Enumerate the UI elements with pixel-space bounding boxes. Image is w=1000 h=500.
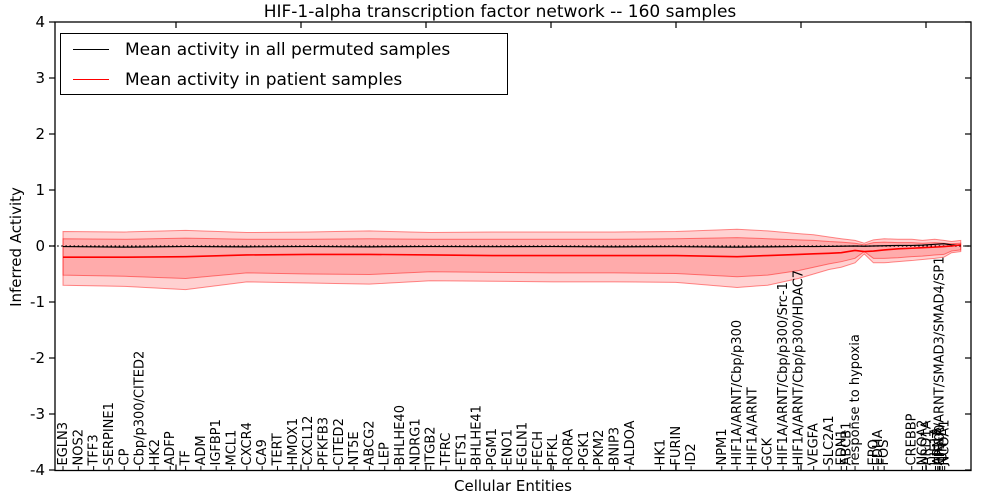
x-tick-label: EP300	[933, 425, 948, 466]
y-tick-label: -2	[30, 349, 45, 367]
x-tick-label: ADFP	[163, 431, 178, 465]
x-tick-label: EDN1	[834, 429, 849, 465]
x-tick-label: ENO1	[500, 429, 515, 465]
x-tick-label: HIF1A/ARNT/Cbp/p300	[730, 320, 745, 466]
y-tick-label: 3	[35, 69, 45, 87]
x-tick-label: IGFBP1	[209, 419, 224, 465]
y-tick-label: -1	[30, 293, 45, 311]
x-tick-label: BNIP3	[608, 427, 623, 466]
x-tick-label: HIF1A/ARNT/SMAD3/SMAD4/SP1	[932, 256, 947, 465]
x-tick-label: ADM	[194, 435, 209, 465]
x-tick-label: HIF1A	[928, 427, 943, 465]
x-tick-label: HIF1A/ARNT/Cbp/p300/HDAC7	[791, 270, 806, 466]
y-axis-label: Inferred Activity	[7, 187, 25, 307]
x-tick-label: CXCL12	[301, 416, 316, 466]
x-tick-label: CP	[117, 448, 132, 465]
patient-mean-line	[63, 244, 961, 259]
x-tick-label: ITGB2	[424, 426, 439, 465]
x-tick-label: NCOA1	[938, 420, 953, 466]
x-tick-label: FURIN	[669, 426, 684, 466]
x-tick-label: TFF3	[87, 434, 102, 466]
x-tick-label: PGM1	[485, 428, 500, 465]
x-tick-label: PFKFB3	[316, 417, 331, 466]
x-tick-label: HMOX1	[286, 418, 301, 466]
x-tick-label: HIF1A/ARNT	[745, 387, 760, 465]
x-tick-label: HK1	[653, 439, 668, 466]
x-tick-label: FOS	[877, 440, 892, 466]
x-tick-label: RORA	[562, 429, 577, 466]
x-tick-label: PKM2	[592, 430, 607, 466]
x-tick-label: SERPINE1	[102, 402, 117, 465]
permuted-mean-line	[62, 243, 961, 248]
legend-box: Mean activity in all permuted samples Me…	[60, 33, 508, 95]
x-tick-label: NPM1	[715, 428, 730, 465]
legend-entry-permuted: Mean activity in all permuted samples	[61, 35, 507, 64]
y-tick-label: -3	[30, 405, 45, 423]
x-tick-label: EGLN1	[516, 422, 531, 466]
legend-entry-patient: Mean activity in patient samples	[61, 65, 507, 94]
x-tick-label: FECH	[531, 431, 546, 466]
x-tick-label: ARNT	[931, 430, 946, 466]
x-tick-label: PGK1	[577, 431, 592, 466]
x-tick-label: ARD1A	[919, 420, 934, 465]
y-tick-label: 4	[35, 13, 45, 31]
x-tick-label: PFKL	[546, 434, 561, 466]
x-tick-label: NDRG1	[408, 418, 423, 465]
x-tick-label: CA9	[255, 439, 270, 465]
x-tick-label: response to hypoxia	[848, 334, 863, 465]
x-tick-label: LEP	[378, 442, 393, 465]
x-tick-label: MCL1	[225, 430, 240, 466]
patient-line-swatch	[73, 79, 109, 80]
x-tick-label: EPO	[866, 439, 881, 465]
x-tick-label: VEGFA	[807, 423, 822, 465]
x-tick-label: ABCG2	[362, 420, 377, 465]
x-tick-label: NOS2	[71, 429, 86, 465]
x-tick-label: TERT	[270, 433, 285, 466]
chart-title: HIF-1-alpha transcription factor network…	[263, 2, 737, 22]
y-tick-label: -4	[30, 461, 45, 479]
y-tick-label: 2	[35, 125, 45, 143]
x-tick-label: ID2	[684, 443, 699, 465]
x-tick-label: CITED2	[332, 418, 347, 465]
x-tick-label: GCK	[761, 437, 776, 465]
x-tick-label: TFRC	[439, 433, 454, 467]
x-tick-label: JUN	[935, 442, 950, 466]
x-tick-label: LDHA	[871, 429, 886, 465]
legend-label-patient: Mean activity in patient samples	[125, 69, 403, 90]
x-tick-label: ETS1	[454, 433, 469, 466]
x-tick-label: ALDOA	[623, 420, 638, 465]
x-tick-label: NCOA2	[915, 420, 930, 466]
x-tick-label: NT5E	[347, 431, 362, 465]
x-tick-label: BHLHE41	[470, 405, 485, 465]
permuted-line-swatch	[73, 49, 109, 50]
x-tick-label: EGLN3	[56, 422, 71, 466]
patient-samples-std-inner-band	[62, 237, 962, 279]
x-tick-label: ABCB1	[840, 422, 855, 466]
x-tick-label: TF	[179, 450, 194, 466]
x-tick-label: HK2	[148, 439, 163, 466]
x-tick-label: CXCR4	[240, 422, 255, 465]
x-tick-label: Cbp/p300/CITED2	[133, 351, 148, 466]
x-tick-label: BHLHE40	[393, 405, 408, 465]
patient-samples-std-outer-band	[62, 228, 962, 291]
y-tick-label: 1	[35, 181, 45, 199]
x-tick-label: CREBBP	[905, 413, 920, 465]
x-axis-label: Cellular Entities	[454, 477, 572, 495]
x-tick-label: SLC2A1	[822, 415, 837, 465]
y-tick-label: 0	[35, 237, 45, 255]
x-tick-label: HIF1A/ARNT/Cbp/p300/Src-1	[776, 282, 791, 465]
legend-label-permuted: Mean activity in all permuted samples	[125, 39, 451, 60]
